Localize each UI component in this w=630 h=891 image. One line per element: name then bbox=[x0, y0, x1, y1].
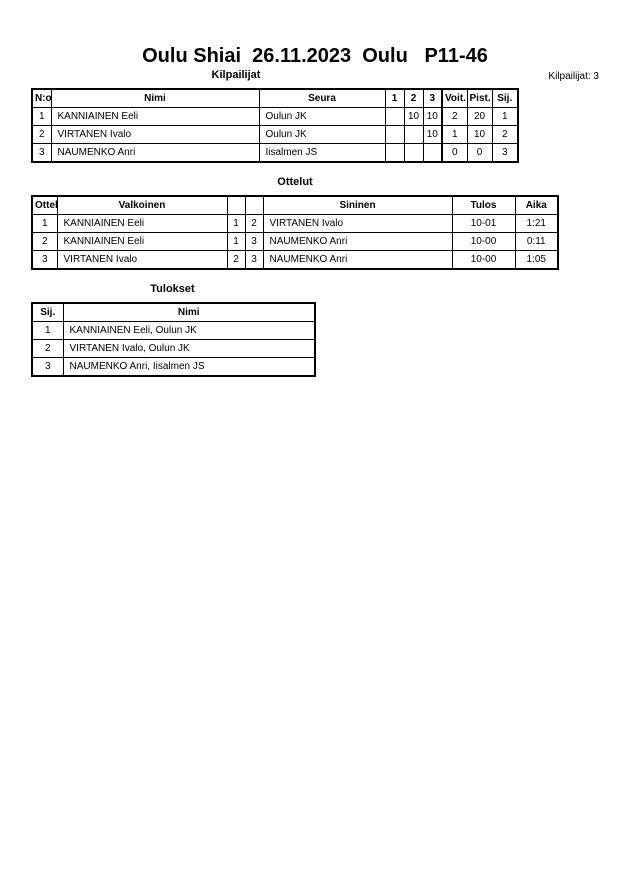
header-cell bbox=[226, 195, 246, 215]
header-cell: 1 bbox=[384, 88, 405, 108]
header-cell: Aika bbox=[514, 195, 559, 215]
header-row: N:o Nimi Seura 1 2 3 Voit. Pist. Sij. bbox=[31, 88, 519, 108]
cell: VIRTANEN Ivalo bbox=[56, 250, 228, 270]
cell: 3 bbox=[31, 357, 64, 377]
header-cell: Nimi bbox=[50, 88, 260, 108]
cell: 1:05 bbox=[514, 250, 559, 270]
header-cell: N:o bbox=[31, 88, 52, 108]
cell: 3 bbox=[31, 143, 52, 163]
cell: NAUMENKO Anri bbox=[262, 250, 453, 270]
header-cell: Sij. bbox=[491, 88, 519, 108]
cell: 3 bbox=[31, 250, 58, 270]
cell: NAUMENKO Anri, Iisalmen JS bbox=[62, 357, 316, 377]
header-cell: Seura bbox=[258, 88, 386, 108]
cell: KANNIAINEN Eeli bbox=[56, 214, 228, 233]
row: 2 VIRTANEN Ivalo Oulun JK 10 1 10 2 bbox=[31, 125, 519, 144]
cell: 10 bbox=[422, 125, 443, 144]
cell: 2 bbox=[31, 339, 64, 358]
cell: 3 bbox=[244, 232, 264, 251]
cell: 2 bbox=[31, 125, 52, 144]
cell: NAUMENKO Anri bbox=[50, 143, 260, 163]
cell: 1 bbox=[226, 232, 246, 251]
cell bbox=[403, 125, 424, 144]
cell: Oulun JK bbox=[258, 125, 386, 144]
header-cell: Voit. bbox=[441, 88, 468, 108]
cell: KANNIAINEN Eeli bbox=[56, 232, 228, 251]
cell: 3 bbox=[491, 143, 519, 163]
cell: VIRTANEN Ivalo, Oulun JK bbox=[62, 339, 316, 358]
row: 1 KANNIAINEN Eeli Oulun JK 10 10 2 20 1 bbox=[31, 107, 519, 126]
cell: 10 bbox=[422, 107, 443, 126]
cell: Iisalmen JS bbox=[258, 143, 386, 163]
cell: 10-00 bbox=[451, 250, 516, 270]
cell bbox=[384, 125, 405, 144]
cell: 0 bbox=[441, 143, 468, 163]
row: 1 KANNIAINEN Eeli, Oulun JK bbox=[31, 321, 316, 340]
heading: Tulokset bbox=[150, 283, 195, 295]
header-cell: Sij. bbox=[31, 302, 64, 322]
header-cell: 2 bbox=[403, 88, 424, 108]
cell: NAUMENKO Anri bbox=[262, 232, 453, 251]
cell: 10 bbox=[466, 125, 493, 144]
header-cell: Pist. bbox=[466, 88, 493, 108]
cell: 1 bbox=[491, 107, 519, 126]
cell: 0:11 bbox=[514, 232, 559, 251]
cell: 3 bbox=[244, 250, 264, 270]
cell: 1 bbox=[226, 214, 246, 233]
row: 2 VIRTANEN Ivalo, Oulun JK bbox=[31, 339, 316, 358]
header-cell: Ottelu bbox=[31, 195, 58, 215]
cell: 1 bbox=[441, 125, 468, 144]
row: 3 NAUMENKO Anri Iisalmen JS 0 0 3 bbox=[31, 143, 519, 163]
cell: 2 bbox=[31, 232, 58, 251]
header-cell: 3 bbox=[422, 88, 443, 108]
header-row: Sij. Nimi bbox=[31, 302, 316, 322]
cell bbox=[384, 143, 405, 163]
heading: Kilpailijat bbox=[211, 69, 261, 81]
cell: 1 bbox=[31, 321, 64, 340]
cell: 1 bbox=[31, 214, 58, 233]
cell: 2 bbox=[244, 214, 264, 233]
cell: Oulun JK bbox=[258, 107, 386, 126]
count-label: Kilpailijat: 3 bbox=[548, 71, 599, 82]
cell: VIRTANEN Ivalo bbox=[262, 214, 453, 233]
cell: 10 bbox=[403, 107, 424, 126]
cell: 1:21 bbox=[514, 214, 559, 233]
cell: 20 bbox=[466, 107, 493, 126]
competitors-table: N:o Nimi Seura 1 2 3 Voit. Pist. Sij. 1 KANNIAINEN… bbox=[31, 88, 519, 163]
cell: 2 bbox=[491, 125, 519, 144]
header-cell bbox=[244, 195, 264, 215]
row: 3 VIRTANEN Ivalo 2 3 NAUMENKO Anri 10-00 1:05 bbox=[31, 250, 559, 270]
cell bbox=[403, 143, 424, 163]
cell: KANNIAINEN Eeli, Oulun JK bbox=[62, 321, 316, 340]
cell: 2 bbox=[226, 250, 246, 270]
cell bbox=[384, 107, 405, 126]
row: 3 NAUMENKO Anri, Iisalmen JS bbox=[31, 357, 316, 377]
header-cell: Nimi bbox=[62, 302, 316, 322]
cell: 2 bbox=[441, 107, 468, 126]
header-cell: Sininen bbox=[262, 195, 453, 215]
cell bbox=[422, 143, 443, 163]
header-cell: Valkoinen bbox=[56, 195, 228, 215]
title: Oulu Shiai 26.11.2023 Oulu P11-46 bbox=[142, 45, 488, 67]
results-table: Sij. Nimi 1 KANNIAINEN Eeli, Oulun JK 2 VIRTA… bbox=[31, 302, 316, 377]
cell: 1 bbox=[31, 107, 52, 126]
cell: 0 bbox=[466, 143, 493, 163]
cell: VIRTANEN Ivalo bbox=[50, 125, 260, 144]
heading: Ottelut bbox=[277, 176, 313, 188]
header-cell: Tulos bbox=[451, 195, 516, 215]
cell: 10-01 bbox=[451, 214, 516, 233]
cell: KANNIAINEN Eeli bbox=[50, 107, 260, 126]
row: 2 KANNIAINEN Eeli 1 3 NAUMENKO Anri 10-00 0:11 bbox=[31, 232, 559, 251]
cell: 10-00 bbox=[451, 232, 516, 251]
row: 1 KANNIAINEN Eeli 1 2 VIRTANEN Ivalo 10-01 1:2… bbox=[31, 214, 559, 233]
